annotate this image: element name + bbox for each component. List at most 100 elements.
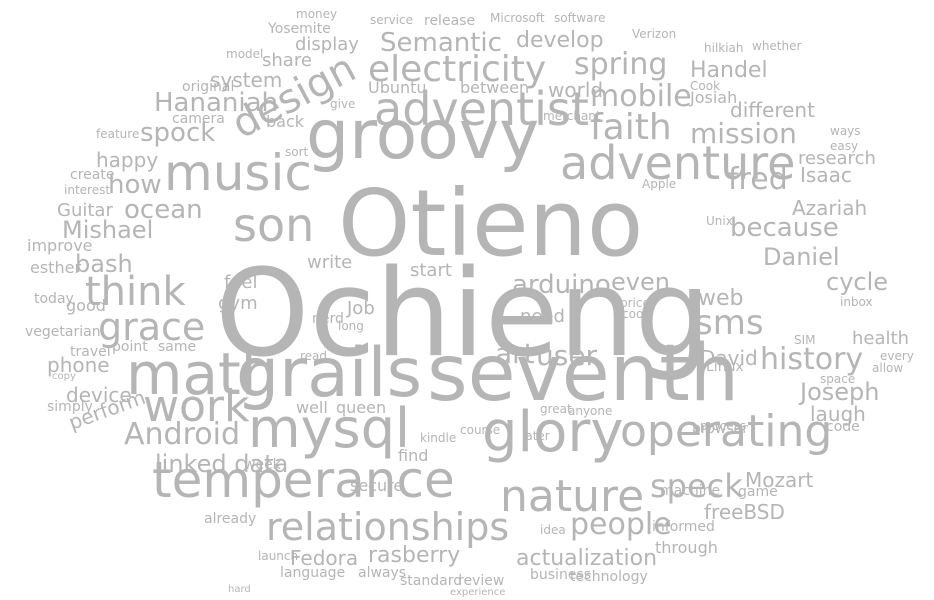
word-feature: feature	[96, 127, 140, 141]
word-develop: develop	[516, 28, 604, 53]
word-rasberry: rasberry	[368, 543, 461, 568]
word-history: history	[760, 342, 864, 377]
word-read: read	[300, 349, 328, 363]
word-actualization: actualization	[516, 546, 658, 571]
word-mobile: mobile	[590, 79, 692, 114]
word-anyone: anyone	[568, 404, 613, 418]
word-kindle: kindle	[420, 431, 457, 445]
word-semantic: Semantic	[380, 28, 502, 58]
word-improve: improve	[27, 236, 93, 255]
word-hilkiah: hilkiah	[704, 41, 744, 55]
word-azariah: Azariah	[792, 196, 868, 220]
word-sms: sms	[695, 303, 764, 343]
word-sim: SIM	[794, 333, 816, 347]
word-system: system	[210, 68, 283, 92]
word-game: game	[738, 484, 778, 500]
word-idea: idea	[540, 523, 566, 537]
word-process: process	[700, 419, 747, 433]
word-travel: travel	[70, 344, 111, 360]
word-people: people	[570, 507, 672, 542]
word-copy: copy	[52, 371, 76, 382]
word-operating: operating	[620, 406, 833, 457]
word-freebsd: freeBSD	[704, 500, 785, 524]
word-device: device	[66, 383, 132, 407]
word-already: already	[204, 511, 257, 527]
word-ochieng: Ochieng	[215, 245, 711, 384]
word-price: price	[620, 296, 650, 310]
word-spock: spock	[140, 118, 216, 148]
word-good: good	[66, 296, 106, 315]
word-model: model	[226, 47, 264, 61]
word-relationships: relationships	[266, 505, 510, 549]
word-launch: launch	[258, 549, 299, 563]
word-service: service	[370, 13, 413, 27]
word-whether: whether	[752, 39, 802, 53]
word-faith: faith	[590, 107, 672, 148]
word-how: how	[108, 170, 162, 200]
word-world: world	[548, 78, 604, 102]
word-even: even	[611, 268, 670, 296]
word-cook: Cook	[690, 79, 721, 93]
word-through: through	[655, 538, 718, 557]
word-simply: simply	[47, 399, 93, 415]
word-technology: technology	[570, 569, 648, 585]
word-secure: secure	[350, 476, 404, 495]
word-fred: fred	[728, 162, 788, 197]
word-queen: queen	[336, 398, 387, 417]
word-temperance: temperance	[152, 451, 455, 509]
word-always: always	[358, 565, 407, 581]
word-code: code	[826, 419, 860, 435]
word-back: back	[266, 112, 305, 131]
word-because: because	[730, 213, 839, 243]
word-software: software	[554, 11, 606, 25]
word-mishael: Mishael	[62, 216, 154, 244]
word-guitar: Guitar	[57, 200, 113, 221]
word-spring: spring	[574, 47, 668, 82]
word-machine: machine	[660, 483, 721, 499]
word-user: user	[536, 339, 598, 372]
word-job: Job	[347, 298, 375, 319]
word-money: money	[296, 7, 338, 21]
word-mysql: mysql	[248, 397, 410, 460]
word-language: language	[280, 565, 346, 581]
word-mission: mission	[690, 117, 797, 150]
word-happy: happy	[96, 148, 159, 172]
word-seventh: seventh	[427, 329, 740, 419]
word-isaac: Isaac	[800, 163, 852, 187]
word-laugh: laugh	[810, 402, 866, 426]
word-interest: interest	[64, 183, 111, 197]
word-week: week	[244, 457, 281, 473]
word-share: share	[262, 50, 312, 71]
word-find: find	[398, 446, 429, 465]
word-experience: experience	[450, 587, 506, 598]
word-electricity: electricity	[368, 49, 547, 90]
word-display: display	[295, 34, 359, 55]
word-original: original	[182, 79, 235, 95]
word-vegetarian: vegetarian	[25, 324, 101, 340]
word-point: point	[112, 339, 148, 355]
word-cook: cook	[622, 307, 651, 321]
word-research: research	[798, 148, 876, 169]
word-esther: esther	[30, 258, 82, 277]
word-cycle: cycle	[826, 268, 889, 296]
word-release: release	[424, 13, 476, 29]
word-groovy: groovy	[306, 96, 540, 175]
word-linked-data: linked data	[155, 450, 289, 478]
word-speck: speck	[650, 467, 743, 505]
word-bash: bash	[75, 250, 133, 278]
word-microsoft: Microsoft	[490, 11, 545, 25]
word-start: start	[410, 260, 452, 281]
word-same: same	[158, 339, 197, 355]
word-math: math	[126, 340, 278, 408]
word-camera: camera	[172, 111, 225, 127]
word-inbox: inbox	[840, 295, 873, 309]
word-course: course	[460, 423, 501, 437]
word-yosemite: Yosemite	[268, 21, 331, 37]
word-health: health	[852, 328, 909, 349]
word-every: every	[880, 349, 914, 363]
word-different: different	[730, 98, 815, 122]
word-space: space	[820, 372, 856, 386]
word-business: business	[530, 567, 592, 583]
word-son: son	[233, 198, 315, 252]
word-hard: hard	[228, 584, 251, 595]
